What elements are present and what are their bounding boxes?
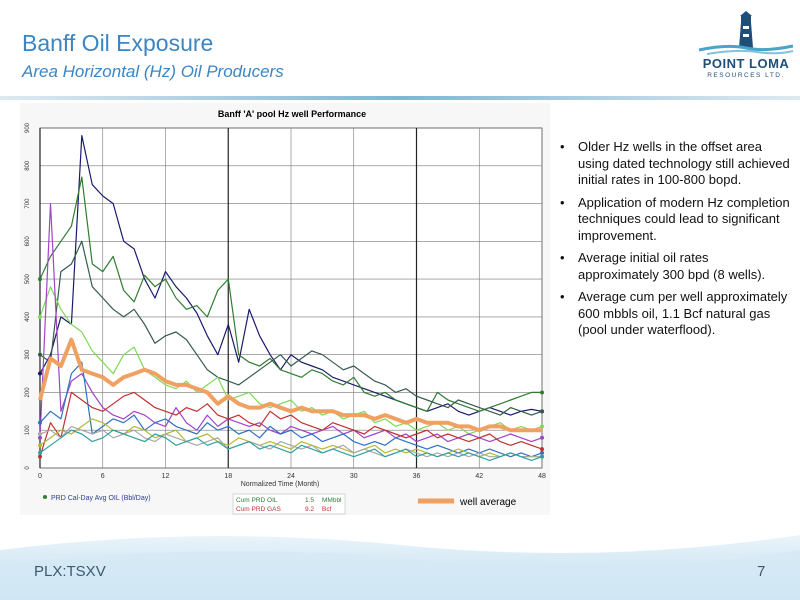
cum-oil-unit: MMbbl [322,497,342,504]
x-tick-label: 0 [38,473,42,480]
series-end-marker [540,435,544,440]
y-tick-label: 200 [25,387,31,398]
series-start-marker [38,432,42,436]
series-start-marker [38,314,42,319]
cum-gas-label: Cum PRD GAS [236,506,281,513]
cum-oil-label: Cum PRD OIL [236,497,278,504]
cum-oil-value: 1.5 [305,497,314,504]
y-tick-label: 600 [25,236,31,247]
x-tick-label: 6 [101,473,105,480]
chart-container: Banff 'A' pool Hz well Performance 0 100 2… [20,103,550,515]
y-tick-labels: 0 100 200 300 400 500 600 700 800 900 [25,122,31,469]
y-tick-label: 400 [25,311,31,322]
series-end-marker [540,409,544,414]
series-line [39,391,543,457]
x-tick-label: 36 [413,473,421,480]
series-line [39,429,543,461]
series-end-marker [540,424,544,429]
series-start-marker [38,371,42,376]
y-tick-label: 0 [25,466,31,470]
grid-layer [39,127,543,469]
header-separator [0,96,800,100]
series-line [39,176,542,412]
bullet-item: Average cum per well approximately 600 m… [560,289,792,339]
performance-chart: Banff 'A' pool Hz well Performance 0 100 2… [20,103,550,515]
cum-box [232,493,346,515]
x-tick-label: 24 [287,473,295,480]
bullet-list: Older Hz wells in the offset area using … [560,139,792,345]
y-tick-label: 100 [25,425,31,436]
well-average-legend-label: well average [459,497,517,508]
well-average-line [38,337,542,433]
bullet-item: Application of modern Hz completion tech… [560,195,792,245]
x-tick-labels: 0 6 12 18 24 30 36 42 48 [38,473,546,480]
series-end-marker [540,450,544,455]
series-start-marker [38,277,42,282]
x-tick-label: 18 [224,473,232,480]
ticker-label: PLX:TSXV [34,563,106,580]
logo-subtitle: RESOURCES LTD. [707,72,785,79]
x-tick-label: 12 [162,473,170,480]
series-start-marker [38,435,42,440]
legend-text: PRD Cal-Day Avg OIL (Bbl/Day) [51,495,151,502]
x-tick-label: 42 [475,473,483,480]
series-end-marker [540,390,544,395]
cum-gas-unit: Bcf [322,506,332,513]
page-number: 7 [757,563,766,580]
series-line [39,135,543,416]
series-line [39,240,543,416]
company-logo: POINT LOMA RESOURCES LTD. [697,10,795,85]
x-axis-label: Normalized Time (Month) [241,481,320,488]
series-start-marker [38,420,42,425]
series-end-marker [540,447,544,452]
y-tick-label: 700 [25,198,31,209]
logo-name: POINT LOMA [702,56,790,71]
x-tick-label: 48 [538,473,546,480]
series-start-marker [38,450,42,455]
lighthouse-icon [697,10,795,56]
series-end-marker [540,454,544,459]
series-start-marker [38,443,42,448]
y-tick-label: 900 [25,122,31,133]
y-tick-label: 300 [25,349,31,360]
cum-gas-value: 9.2 [305,506,314,513]
legend-marker [43,495,47,499]
bullet-item: Older Hz wells in the offset area using … [560,139,792,189]
y-tick-label: 800 [25,160,31,171]
series-start-marker [38,352,42,357]
chart-title: Banff 'A' pool Hz well Performance [218,109,366,119]
y-tick-label: 500 [25,273,31,284]
x-tick-label: 30 [350,473,358,480]
slide-subtitle: Area Horizontal (Hz) Oil Producers [22,62,284,81]
bullet-item: Average initial oil rates approximately … [560,250,792,283]
series-start-marker [38,454,42,459]
footer-wave [0,535,800,600]
slide-title: Banff Oil Exposure [22,30,214,56]
